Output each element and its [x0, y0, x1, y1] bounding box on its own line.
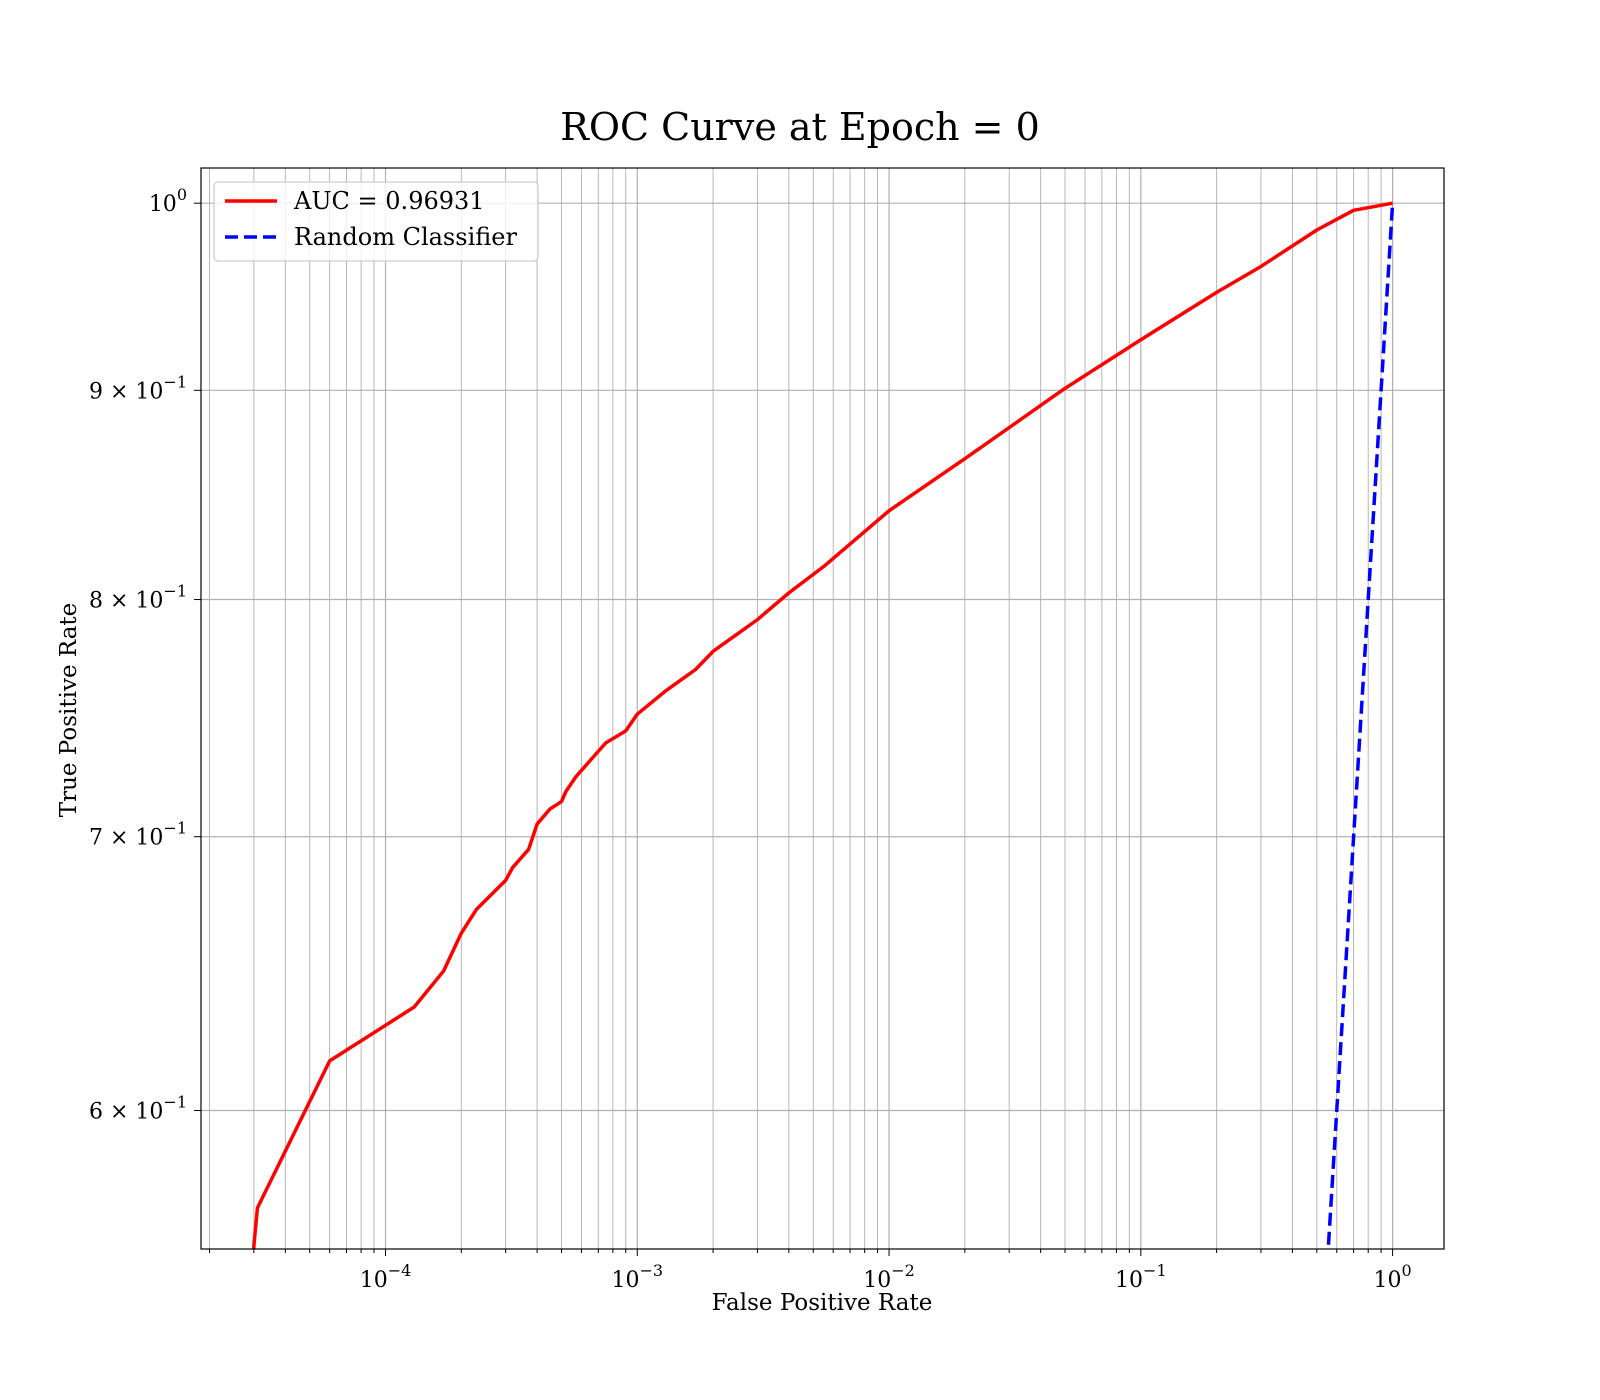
- y-tick-label: 8 × 10−1: [89, 582, 187, 614]
- x-tick-label: 10−1: [1115, 1261, 1167, 1293]
- grid: [201, 168, 1444, 1249]
- legend-box: [213, 181, 539, 262]
- x-tick-label: 10−4: [360, 1261, 412, 1293]
- plot-frame: [200, 167, 1445, 1250]
- x-tick-label: 10−3: [611, 1261, 663, 1293]
- roc-curve-line: [252, 201, 1393, 1249]
- random-classifier-line: [1326, 203, 1395, 1249]
- y-tick-label: 6 × 10−1: [89, 1093, 187, 1125]
- legend-label: AUC = 0.96931: [293, 187, 485, 215]
- chart-title: ROC Curve at Epoch = 0: [560, 105, 1040, 149]
- ticks: 10−4 10−3 10−2 10−1 100 100 9 × 10−1 8 × 10−1 7 …: [89, 185, 1412, 1293]
- y-tick-label: 7 × 10−1: [89, 819, 187, 851]
- series: [252, 201, 1395, 1249]
- y-axis-label: True Positive Rate: [56, 603, 82, 818]
- legend: AUC = 0.96931 Random Classifier: [213, 181, 539, 262]
- y-tick-label: 9 × 10−1: [89, 372, 187, 404]
- x-axis-label: False Positive Rate: [712, 1290, 933, 1316]
- legend-label: Random Classifier: [294, 223, 517, 251]
- y-tick-label: 100: [149, 185, 187, 217]
- x-tick-label: 100: [1374, 1261, 1412, 1293]
- x-tick-label: 10−2: [863, 1261, 915, 1293]
